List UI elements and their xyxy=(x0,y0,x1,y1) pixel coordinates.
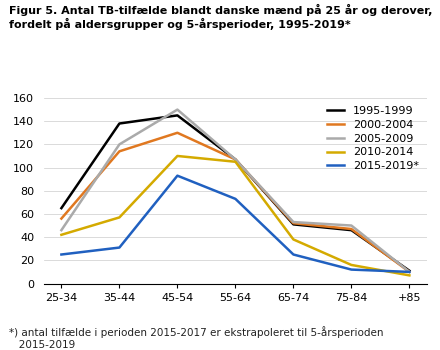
2010-2014 xyxy=(117,215,122,219)
2010-2014 xyxy=(291,237,296,241)
2005-2009 xyxy=(117,142,122,146)
2000-2004 xyxy=(291,221,296,225)
Line: 2000-2004: 2000-2004 xyxy=(62,133,409,272)
2000-2004 xyxy=(407,270,412,274)
1995-1999 xyxy=(175,113,180,118)
1995-1999 xyxy=(291,222,296,226)
2005-2009 xyxy=(233,158,238,162)
2000-2004 xyxy=(349,227,354,231)
2010-2014 xyxy=(407,273,412,278)
1995-1999 xyxy=(117,121,122,126)
2005-2009 xyxy=(291,220,296,224)
2015-2019* xyxy=(349,267,354,272)
1995-1999 xyxy=(233,158,238,162)
2005-2009 xyxy=(175,107,180,112)
1995-1999 xyxy=(59,206,64,210)
Legend: 1995-1999, 2000-2004, 2005-2009, 2010-2014, 2015-2019*: 1995-1999, 2000-2004, 2005-2009, 2010-20… xyxy=(325,104,421,174)
2000-2004 xyxy=(175,131,180,135)
Line: 1995-1999: 1995-1999 xyxy=(62,116,409,271)
2010-2014 xyxy=(349,263,354,267)
1995-1999 xyxy=(407,269,412,273)
Text: *) antal tilfælde i perioden 2015-2017 er ekstrapoleret til 5-årsperioden
   201: *) antal tilfælde i perioden 2015-2017 e… xyxy=(9,327,383,350)
Line: 2010-2014: 2010-2014 xyxy=(62,156,409,275)
Line: 2015-2019*: 2015-2019* xyxy=(62,176,409,272)
Text: Figur 5. Antal TB-tilfælde blandt danske mænd på 25 år og derover,
fordelt på al: Figur 5. Antal TB-tilfælde blandt danske… xyxy=(9,4,432,30)
2015-2019* xyxy=(175,174,180,178)
2000-2004 xyxy=(233,158,238,162)
2015-2019* xyxy=(117,245,122,250)
2015-2019* xyxy=(59,252,64,257)
2010-2014 xyxy=(233,160,238,164)
2015-2019* xyxy=(407,270,412,274)
2010-2014 xyxy=(175,154,180,158)
2000-2004 xyxy=(117,149,122,153)
2000-2004 xyxy=(59,216,64,221)
2015-2019* xyxy=(291,252,296,257)
1995-1999 xyxy=(349,228,354,232)
2005-2009 xyxy=(59,228,64,232)
2010-2014 xyxy=(59,233,64,237)
2005-2009 xyxy=(407,270,412,274)
2005-2009 xyxy=(349,223,354,228)
Line: 2005-2009: 2005-2009 xyxy=(62,110,409,272)
2015-2019* xyxy=(233,197,238,201)
